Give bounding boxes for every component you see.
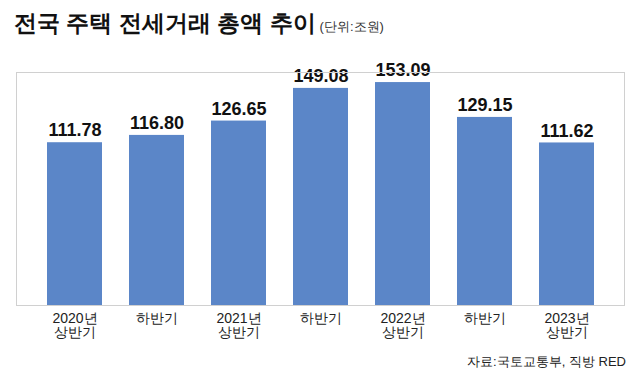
svg-text:111.78: 111.78	[48, 120, 101, 140]
svg-text:111.62: 111.62	[540, 121, 593, 141]
svg-text:149.08: 149.08	[293, 66, 348, 86]
svg-text:하반기: 하반기	[136, 310, 178, 326]
svg-text:116.80: 116.80	[130, 113, 184, 133]
svg-text:2021년상반기: 2021년상반기	[216, 310, 261, 340]
svg-text:2022년상반기: 2022년상반기	[380, 310, 425, 340]
html-text:자료:국토교통부, 직방 RED: 자료:국토교통부, 직방 RED	[467, 354, 626, 369]
svg-text:126.65: 126.65	[211, 99, 266, 119]
svg-text:2023년상반기: 2023년상반기	[544, 310, 589, 340]
svg-text:153.09: 153.09	[375, 60, 430, 80]
html-text:전국 주택 전세거래 총액 추이(단위:조원): 전국 주택 전세거래 총액 추이(단위:조원)	[14, 10, 384, 36]
svg-text:129.15: 129.15	[457, 95, 512, 115]
svg-text:2020년상반기: 2020년상반기	[52, 310, 97, 340]
svg-text:하반기: 하반기	[300, 310, 342, 326]
svg-text:하반기: 하반기	[464, 310, 506, 326]
